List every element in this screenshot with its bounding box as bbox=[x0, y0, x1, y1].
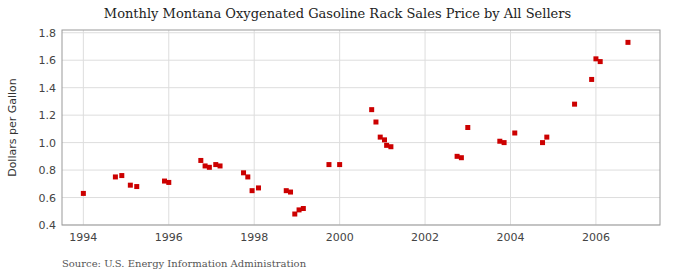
point bbox=[292, 212, 297, 217]
source-note: Source: U.S. Energy Information Administ… bbox=[62, 258, 307, 269]
point bbox=[382, 137, 387, 142]
point bbox=[241, 170, 246, 175]
point bbox=[250, 188, 255, 193]
point bbox=[544, 135, 549, 140]
y-grid-line bbox=[62, 32, 660, 33]
point bbox=[598, 59, 603, 64]
y-tick-label: 1.2 bbox=[39, 109, 57, 122]
y-grid-line bbox=[62, 197, 660, 198]
point bbox=[455, 154, 460, 159]
point bbox=[218, 163, 223, 168]
chart: Monthly Montana Oxygenated Gasoline Rack… bbox=[0, 0, 675, 275]
point bbox=[572, 102, 577, 107]
point bbox=[207, 165, 212, 170]
x-tick-label: 2002 bbox=[411, 231, 439, 244]
point bbox=[213, 162, 218, 167]
point bbox=[113, 174, 118, 179]
point bbox=[81, 191, 86, 196]
point bbox=[245, 174, 250, 179]
x-grid-line bbox=[168, 30, 169, 225]
point bbox=[373, 120, 378, 125]
y-tick-label: 1.4 bbox=[39, 82, 57, 95]
point bbox=[166, 180, 171, 185]
point bbox=[497, 139, 502, 144]
x-grid-line bbox=[510, 30, 511, 225]
point bbox=[384, 143, 389, 148]
x-grid-line bbox=[254, 30, 255, 225]
point bbox=[128, 183, 133, 188]
y-grid-line bbox=[62, 115, 660, 116]
point bbox=[512, 130, 517, 135]
x-tick-label: 2004 bbox=[497, 231, 525, 244]
y-grid-line bbox=[62, 87, 660, 88]
x-tick-label: 1996 bbox=[155, 231, 183, 244]
title: Monthly Montana Oxygenated Gasoline Rack… bbox=[104, 6, 571, 21]
y-grid-line bbox=[62, 142, 660, 143]
point bbox=[288, 190, 293, 195]
point bbox=[256, 185, 261, 190]
x-tick-label: 1998 bbox=[240, 231, 268, 244]
plot-frame bbox=[62, 30, 660, 225]
point bbox=[297, 207, 302, 212]
x-tick-label: 2000 bbox=[326, 231, 354, 244]
x-tick-label: 2006 bbox=[582, 231, 610, 244]
point bbox=[134, 184, 139, 189]
y-tick-label: 1.0 bbox=[39, 137, 57, 150]
point bbox=[540, 140, 545, 145]
point bbox=[337, 162, 342, 167]
grid bbox=[62, 30, 660, 225]
point bbox=[502, 140, 507, 145]
x-tick-label: 1994 bbox=[69, 231, 97, 244]
y-tick-label: 1.8 bbox=[39, 27, 57, 40]
y-tick-label: 0.4 bbox=[39, 219, 57, 232]
point bbox=[459, 155, 464, 160]
points bbox=[81, 40, 631, 217]
point bbox=[119, 173, 124, 178]
point bbox=[198, 158, 203, 163]
point bbox=[162, 179, 167, 184]
point bbox=[388, 144, 393, 149]
point bbox=[589, 77, 594, 82]
y-axis-label: Dollars per Gallon bbox=[6, 78, 19, 177]
y-tick-label: 1.6 bbox=[39, 54, 57, 67]
point bbox=[593, 56, 598, 61]
point bbox=[465, 125, 470, 130]
point bbox=[203, 163, 208, 168]
point bbox=[625, 40, 630, 45]
point bbox=[301, 206, 306, 211]
point bbox=[284, 188, 289, 193]
point bbox=[378, 135, 383, 140]
x-grid-line bbox=[339, 30, 340, 225]
point bbox=[326, 162, 331, 167]
y-grid-line bbox=[62, 170, 660, 171]
point bbox=[369, 107, 374, 112]
y-tick-label: 0.6 bbox=[39, 192, 57, 205]
y-grid-line bbox=[62, 60, 660, 61]
y-tick-label: 0.8 bbox=[39, 164, 57, 177]
x-grid-line bbox=[425, 30, 426, 225]
